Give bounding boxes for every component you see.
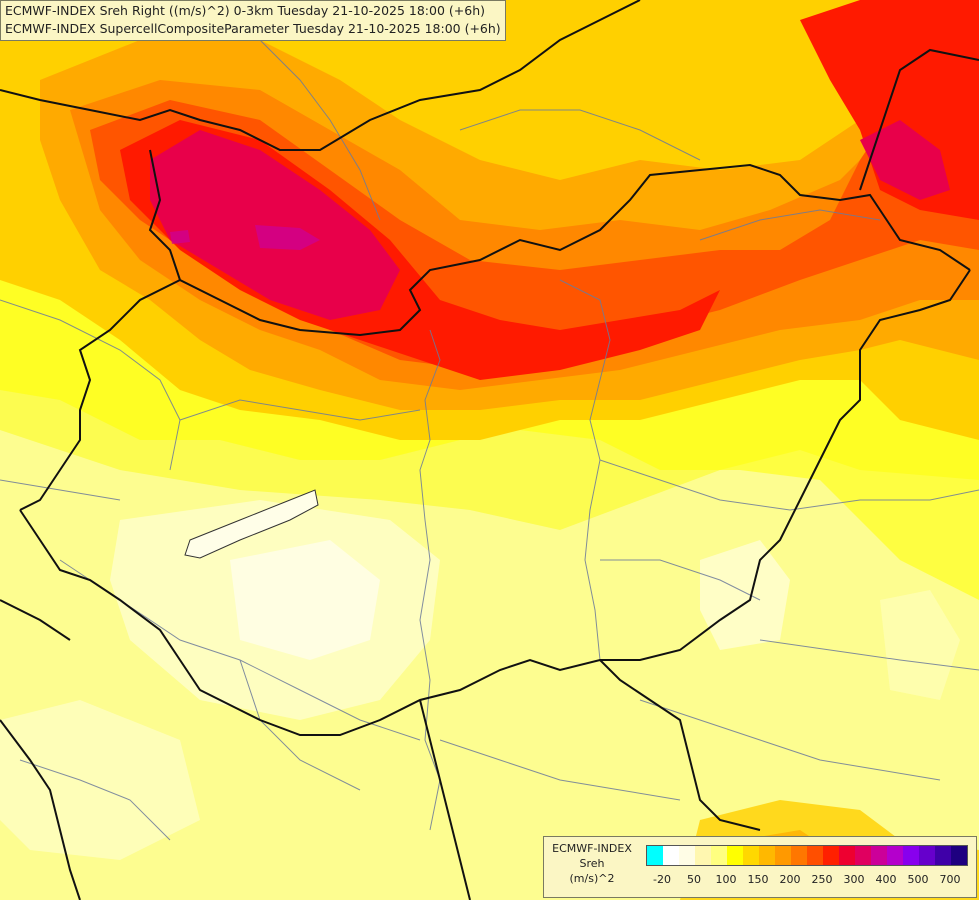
legend-swatch [935, 846, 951, 865]
legend-color-scale [646, 845, 968, 866]
legend-caption: ECMWF-INDEX Sreh (m/s)^2 [544, 841, 640, 886]
legend-swatch [887, 846, 903, 865]
legend-swatch [759, 846, 775, 865]
legend-swatch [807, 846, 823, 865]
map-title-line1: ECMWF-INDEX Sreh Right ((m/s)^2) 0-3km T… [5, 3, 485, 18]
legend-swatch [839, 846, 855, 865]
legend-swatch [903, 846, 919, 865]
legend-tick-labels: -20 50 100 150 200 250 300 400 500 700 [644, 873, 974, 889]
legend-swatch [695, 846, 711, 865]
legend-swatch [855, 846, 871, 865]
map-title-box: ECMWF-INDEX Sreh Right ((m/s)^2) 0-3km T… [0, 0, 506, 41]
legend-swatch [727, 846, 743, 865]
legend-swatch [679, 846, 695, 865]
legend-tick-label: 300 [843, 873, 865, 886]
legend-tick-label: 250 [811, 873, 833, 886]
legend-swatch [791, 846, 807, 865]
map-title-line2: ECMWF-INDEX SupercellCompositeParameter … [5, 21, 501, 36]
legend-tick-label: 400 [875, 873, 897, 886]
legend-tick-label: 100 [715, 873, 737, 886]
legend-tick-label: 700 [939, 873, 961, 886]
legend-source: ECMWF-INDEX [552, 842, 632, 855]
legend-unit: (m/s)^2 [569, 872, 615, 885]
legend-tick-label: 50 [687, 873, 701, 886]
legend-swatch [775, 846, 791, 865]
legend-swatch [823, 846, 839, 865]
legend-swatch [711, 846, 727, 865]
color-legend: ECMWF-INDEX Sreh (m/s)^2 -20 50 100 150 200 2… [543, 836, 977, 898]
legend-tick-label: 200 [779, 873, 801, 886]
legend-tick-label: 150 [747, 873, 769, 886]
legend-swatch [663, 846, 679, 865]
legend-swatch [647, 846, 663, 865]
legend-tick-label: -20 [653, 873, 671, 886]
legend-swatch [871, 846, 887, 865]
legend-variable: Sreh [579, 857, 605, 870]
legend-tick-label: 500 [907, 873, 929, 886]
legend-swatch [919, 846, 935, 865]
legend-swatch [743, 846, 759, 865]
legend-swatch [951, 846, 967, 865]
